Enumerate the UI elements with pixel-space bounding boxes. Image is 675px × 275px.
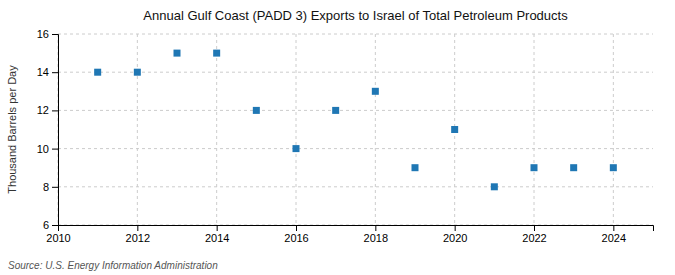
tick-label: 8 [43, 181, 49, 193]
x-grid-line [613, 34, 614, 225]
tick: 6 [43, 219, 58, 231]
tick: 14 [37, 66, 58, 78]
tick-label: 16 [37, 28, 49, 40]
tick-label: 2010 [46, 232, 70, 244]
point [213, 50, 220, 57]
point [531, 164, 538, 171]
x-grid-line [137, 34, 138, 225]
point [570, 164, 577, 171]
point [293, 145, 300, 152]
y-grid-line [58, 72, 653, 73]
tick: 2020 [443, 225, 467, 244]
tick: 2016 [284, 225, 308, 244]
axis-line [52, 35, 59, 226]
y-grid-line [58, 186, 653, 187]
tick: 2024 [602, 225, 626, 244]
tick-mark [217, 225, 218, 231]
tick: 2012 [126, 225, 150, 244]
tick: 2022 [522, 225, 546, 244]
tick: 10 [37, 143, 58, 155]
tick-label: 14 [37, 66, 49, 78]
y-grid-line [58, 110, 653, 111]
tick: 2018 [364, 225, 388, 244]
tick-label: 2022 [522, 232, 546, 244]
tick-mark [534, 225, 535, 231]
tick-label: 2012 [126, 232, 150, 244]
tick: 2014 [205, 225, 229, 244]
x-grid-line [534, 34, 535, 225]
tick-mark [375, 225, 376, 231]
x-grid-line [375, 34, 376, 225]
tick-label: 2024 [602, 232, 626, 244]
tick-mark [296, 225, 297, 231]
y-axis-label: Thousand Barrels per Day [6, 65, 18, 194]
axis-line [59, 226, 654, 232]
point [253, 107, 260, 114]
tick-mark [52, 187, 58, 188]
chart: 2010 2012 2014 2016 2018 2020 2022 2024 6 8 10 12 14… [0, 0, 675, 275]
tick-mark [52, 34, 58, 35]
tick-label: 2016 [284, 232, 308, 244]
tick-label: 2018 [364, 232, 388, 244]
grid [58, 34, 653, 225]
y-axis: 6 8 10 12 14 16 [37, 28, 59, 231]
tick-mark [613, 225, 614, 231]
point [332, 107, 339, 114]
title: Annual Gulf Coast (PADD 3) Exports to Is… [143, 8, 568, 23]
tick-mark [52, 72, 58, 73]
point [412, 164, 419, 171]
points [94, 50, 617, 191]
tick: 8 [43, 181, 58, 193]
x-grid-line [296, 34, 297, 225]
tick-label: 2014 [205, 232, 229, 244]
tick-mark [52, 225, 58, 226]
y-grid-line [58, 34, 653, 35]
x-grid-line [216, 34, 217, 225]
tick: 16 [37, 28, 58, 40]
point [610, 164, 617, 171]
tick: 12 [37, 104, 58, 116]
tick-mark [455, 225, 456, 231]
x-axis: 2010 2012 2014 2016 2018 2020 2022 2024 [46, 225, 653, 244]
tick-mark [52, 149, 58, 150]
tick: 2010 [46, 225, 70, 244]
annotation: Source: U.S. Energy Information Administ… [8, 260, 218, 271]
tick-label: 10 [37, 143, 49, 155]
point [491, 183, 498, 190]
point [174, 50, 181, 57]
tick-mark [137, 225, 138, 231]
point [94, 69, 101, 76]
tick-mark [52, 110, 58, 111]
tick-label: 2020 [443, 232, 467, 244]
tick-label: 6 [43, 219, 49, 231]
tick-label: 12 [37, 104, 49, 116]
y-grid-line [58, 148, 653, 149]
point [451, 126, 458, 133]
point [372, 88, 379, 95]
point [134, 69, 141, 76]
